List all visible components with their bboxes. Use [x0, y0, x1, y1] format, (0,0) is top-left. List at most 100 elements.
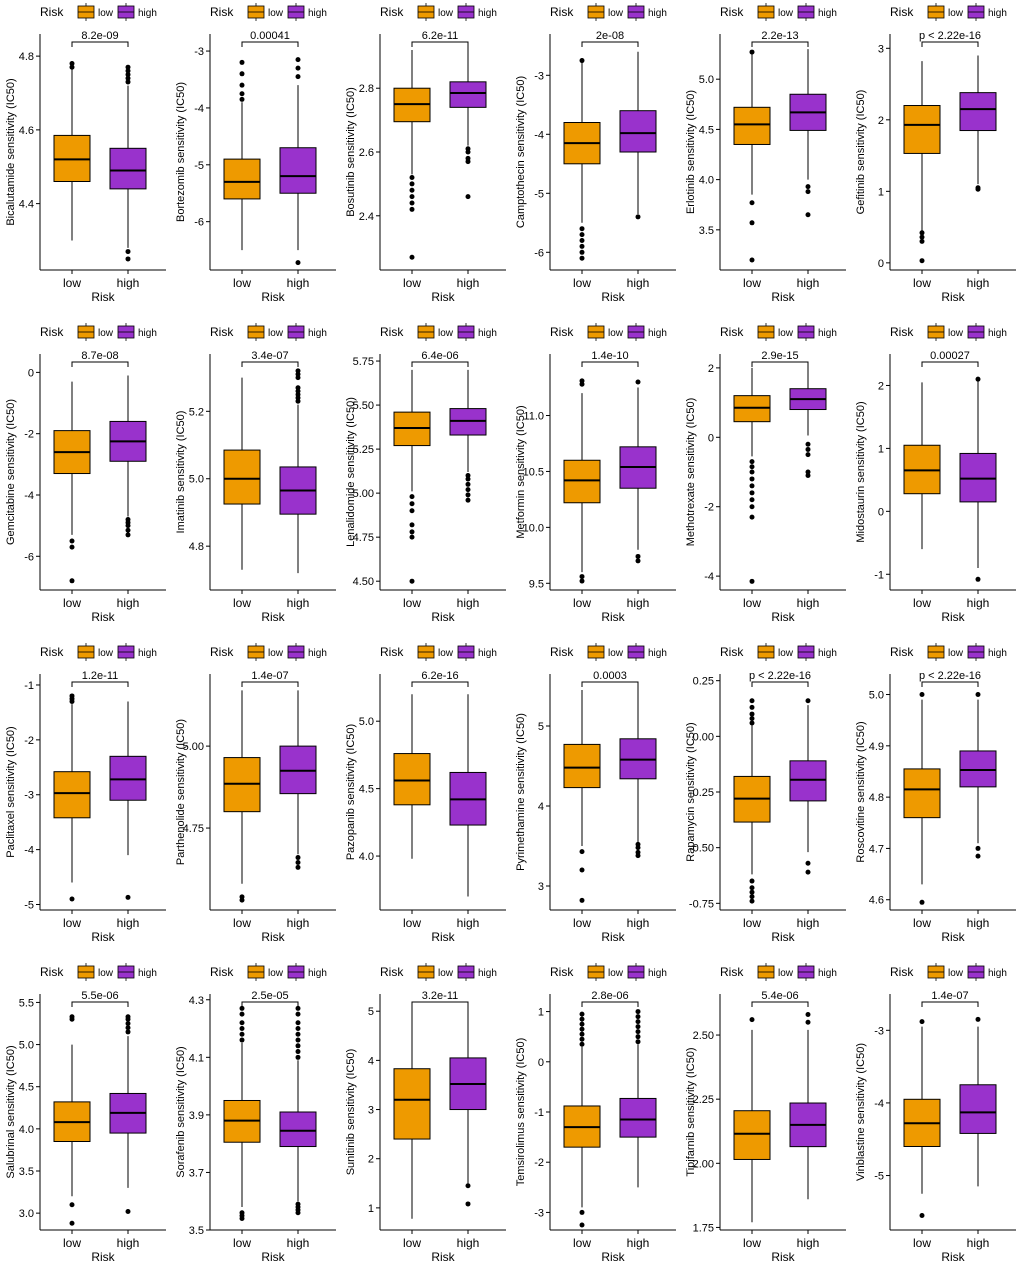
outlier-point [409, 206, 415, 212]
outlier-point [579, 1031, 585, 1037]
legend: Risk low high [210, 323, 327, 341]
p-value-label: p < 2.22e-16 [919, 670, 981, 682]
box-low [733, 1017, 771, 1223]
outlier-point [409, 501, 415, 507]
significance-bracket: 2.5e-05 [241, 990, 299, 1007]
legend-key-high: high [967, 643, 1007, 661]
legend-label-low: low [778, 648, 794, 659]
y-tick-label: -1 [534, 1107, 544, 1119]
box-iqr [959, 1084, 997, 1134]
y-axis-label: Sorafenib sensitivity (IC50) [175, 1046, 187, 1177]
outlier-point [465, 194, 471, 200]
x-axis-label: Risk [91, 930, 115, 944]
outlier-point [579, 1222, 585, 1228]
outlier-point [295, 57, 301, 63]
box-high [959, 692, 997, 859]
box-low [393, 694, 431, 859]
x-axis-label: Risk [261, 1250, 285, 1264]
y-axis-label: Pyrimethamine sensitivity (IC50) [515, 713, 527, 871]
outlier-point [805, 189, 811, 195]
outlier-point [295, 385, 301, 391]
box-iqr [789, 760, 827, 802]
outlier-point [125, 64, 131, 70]
legend-key-low: low [587, 3, 624, 21]
y-tick-label: 3.5 [189, 1225, 204, 1237]
box-high [789, 49, 827, 218]
legend-label-high: high [138, 648, 157, 659]
x-axis-label: Risk [261, 290, 285, 304]
legend-key-high: high [117, 323, 157, 341]
y-tick-label: 2 [708, 363, 714, 375]
x-axis-label: Risk [771, 290, 795, 304]
y-axis-label: Roscovitine sensitivity (IC50) [855, 721, 867, 862]
significance-bracket: 3.4e-07 [241, 350, 299, 367]
y-tick-label: 0 [28, 367, 34, 379]
p-value-label: 6.4e-06 [421, 350, 458, 362]
legend-title: Risk [210, 645, 234, 659]
x-tick-label-high: high [287, 1236, 310, 1250]
p-value-label: 6.2e-11 [422, 30, 459, 42]
box-low [903, 1019, 941, 1218]
legend-key-low: low [247, 3, 284, 21]
legend-label-high: high [818, 8, 837, 19]
legend: Risk low high [40, 963, 157, 981]
legend-key-low: low [417, 963, 454, 981]
x-axis-label: Risk [431, 610, 455, 624]
legend-label-low: low [608, 328, 624, 339]
outlier-point [239, 1020, 245, 1026]
x-tick-label-low: low [63, 276, 81, 290]
legend: Risk low high [890, 963, 1007, 981]
x-tick-label-high: high [117, 916, 140, 930]
legend-label-high: high [648, 968, 667, 979]
box-iqr [959, 92, 997, 132]
box-iqr [53, 771, 91, 819]
x-axis-label: Risk [91, 290, 115, 304]
outlier-point [805, 869, 811, 875]
legend-label-low: low [438, 328, 454, 339]
outlier-point [805, 698, 811, 704]
significance-bracket: p < 2.22e-16 [749, 670, 811, 687]
outlier-point [635, 1024, 641, 1030]
x-tick-label-low: low [63, 596, 81, 610]
x-tick-label-low: low [913, 916, 931, 930]
legend: Risk low high [720, 3, 837, 21]
outlier-point [749, 504, 755, 510]
y-tick-label: -3 [534, 70, 544, 82]
x-tick-label-high: high [287, 276, 310, 290]
y-axis-label: Camptothecin sensitivity (IC50) [515, 76, 527, 228]
y-tick-label: -2 [24, 429, 34, 441]
y-tick-label: 5.2 [189, 406, 204, 418]
outlier-point [975, 845, 981, 851]
outlier-point [749, 878, 755, 884]
y-tick-label: 9.5 [529, 578, 544, 590]
outlier-point [239, 82, 245, 88]
x-tick-label-high: high [287, 596, 310, 610]
box-low [223, 59, 261, 251]
y-tick-label: 3.7 [189, 1167, 204, 1179]
box-low [903, 382, 941, 550]
legend-label-low: low [778, 8, 794, 19]
legend-label-low: low [268, 8, 284, 19]
bracket-line [581, 361, 639, 367]
x-tick-label-high: high [457, 596, 480, 610]
x-axis-label: Risk [431, 930, 455, 944]
y-tick-label: 2.00 [693, 1158, 714, 1170]
significance-bracket: 3.2e-11 [411, 990, 469, 1007]
outlier-point [975, 853, 981, 859]
outlier-point [749, 1017, 755, 1023]
legend-title: Risk [210, 965, 234, 979]
x-tick-label-low: low [233, 596, 251, 610]
outlier-point [409, 200, 415, 206]
legend-label-low: low [268, 328, 284, 339]
x-tick-label-low: low [743, 596, 761, 610]
outlier-point [749, 716, 755, 722]
outlier-point [409, 578, 415, 584]
bracket-line [71, 41, 129, 47]
y-tick-label: 2.6 [359, 147, 374, 159]
y-tick-label: 5.50 [353, 400, 374, 412]
y-tick-label: 3.0 [19, 1208, 34, 1220]
